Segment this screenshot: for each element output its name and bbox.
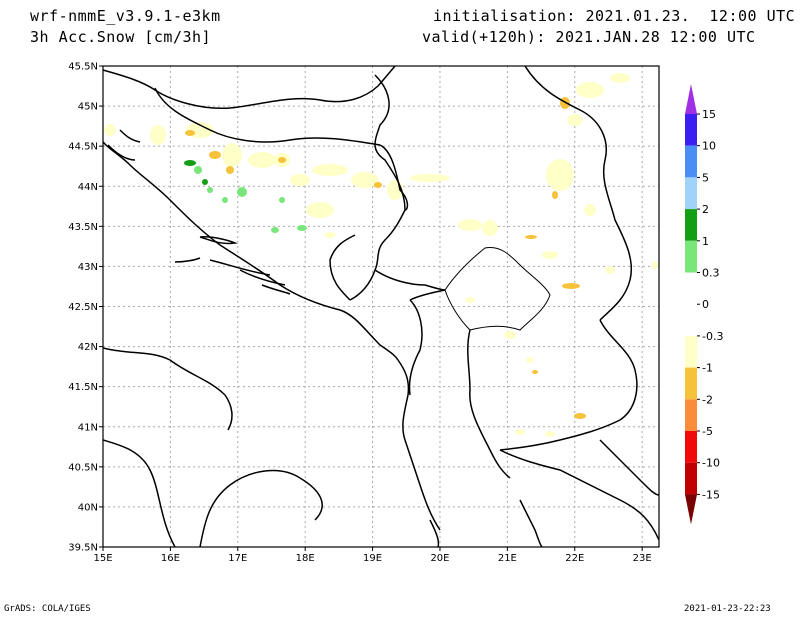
snow-field bbox=[104, 73, 658, 437]
lat-tick-label: 40N bbox=[78, 502, 98, 513]
colorbar-label: -15 bbox=[702, 488, 720, 501]
lat-tick-label: 43.5N bbox=[68, 222, 98, 233]
lon-tick-label: 23E bbox=[633, 553, 652, 564]
graticule bbox=[103, 66, 659, 547]
colorbar-bottom-arrow bbox=[685, 494, 697, 525]
colorbar-label: 1 bbox=[702, 235, 709, 248]
lat-tick-label: 39.5N bbox=[68, 543, 98, 554]
lat-tick-label: 41.5N bbox=[68, 382, 98, 393]
lat-tick-label: 41N bbox=[78, 422, 98, 433]
lon-tick-label: 18E bbox=[296, 553, 315, 564]
longitude-axis: 15E 16E 17E 18E 19E 20E 21E 22E 23E bbox=[93, 547, 652, 564]
colorbar-bin bbox=[685, 145, 697, 178]
colorbar-label: -10 bbox=[702, 457, 720, 470]
colorbar-top-arrow bbox=[685, 84, 697, 114]
map-frame bbox=[102, 65, 660, 548]
colorbar-bin bbox=[685, 177, 697, 210]
colorbar-bin bbox=[685, 272, 697, 305]
lat-tick-label: 45N bbox=[78, 102, 98, 113]
lat-tick-label: 42.5N bbox=[68, 302, 98, 313]
lon-tick-label: 20E bbox=[430, 553, 449, 564]
colorbar-bin bbox=[685, 367, 697, 400]
colorbar-bin bbox=[685, 209, 697, 241]
lat-tick-label: 44N bbox=[78, 182, 98, 193]
latitude-axis: 45.5N 45N 44.5N 44N 43.5N 43N 42.5N 42N 41.5N 41N… bbox=[68, 62, 103, 554]
lat-tick-label: 40.5N bbox=[68, 462, 98, 473]
lon-tick-label: 16E bbox=[161, 553, 180, 564]
colorbar-label: -1 bbox=[702, 362, 713, 375]
lon-tick-label: 22E bbox=[565, 553, 584, 564]
colorbar-bin bbox=[685, 114, 697, 146]
colorbar-bin bbox=[685, 431, 697, 463]
colorbar-label: 0.3 bbox=[702, 267, 720, 280]
lon-tick-label: 21E bbox=[498, 553, 517, 564]
variable-title: 3h Acc.Snow [cm/3h] bbox=[30, 28, 212, 46]
lat-tick-label: 43N bbox=[78, 262, 98, 273]
colorbar-bin bbox=[685, 462, 697, 495]
colorbar-bin bbox=[685, 304, 697, 336]
lon-tick-label: 19E bbox=[363, 553, 382, 564]
initialisation-time: initialisation: 2021.01.23. 12:00 UTC bbox=[433, 7, 796, 25]
lon-tick-label: 15E bbox=[93, 553, 112, 564]
lat-tick-label: 42N bbox=[78, 342, 98, 353]
render-timestamp: 2021-01-23-22:23 bbox=[684, 604, 771, 614]
colorbar-bin bbox=[685, 335, 697, 368]
colorbar-bin bbox=[685, 399, 697, 431]
lat-tick-label: 45.5N bbox=[68, 62, 98, 73]
colorbar-label: -0.3 bbox=[702, 330, 723, 343]
colorbar-label: 0 bbox=[702, 298, 709, 311]
colorbar-label: -5 bbox=[702, 425, 713, 438]
lon-tick-label: 17E bbox=[228, 553, 247, 564]
colorbar-label: 2 bbox=[702, 203, 709, 216]
colorbar: 15 10 5 2 1 0.3 0 -0.3 -1 -2 -5 -10 -15 bbox=[685, 84, 723, 525]
colorbar-label: 15 bbox=[702, 108, 716, 121]
coastline-borders bbox=[103, 66, 659, 547]
colorbar-label: 5 bbox=[702, 171, 709, 184]
colorbar-label: -2 bbox=[702, 393, 713, 406]
colorbar-bin bbox=[685, 240, 697, 273]
valid-time: valid(+120h): 2021.JAN.28 12:00 UTC bbox=[422, 28, 756, 46]
lat-tick-label: 44.5N bbox=[68, 142, 98, 153]
model-title: wrf-nmmE_v3.9.1-e3km bbox=[30, 7, 221, 25]
colorbar-label: 10 bbox=[702, 140, 716, 153]
software-credit: GrADS: COLA/IGES bbox=[4, 604, 91, 614]
